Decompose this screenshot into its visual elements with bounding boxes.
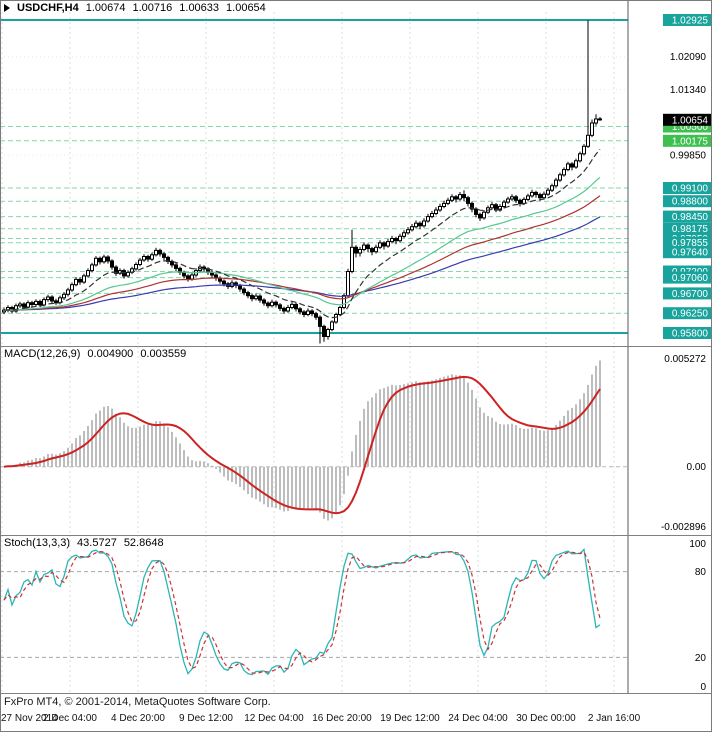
copyright-text: FxPro MT4, © 2001-2014, MetaQuotes Softw… (4, 696, 271, 708)
macd-canvas[interactable]: 0.005272 0.00 -0.002896 (0, 346, 712, 535)
time-axis-label: 19 Dec 12:00 (380, 713, 440, 724)
level-price-label (663, 222, 711, 235)
svg-text:0.96250: 0.96250 (672, 309, 709, 320)
level-price-label (663, 246, 711, 259)
level-price-label (663, 287, 711, 300)
time-axis-label: 16 Dec 20:00 (312, 713, 372, 724)
ma-55 (3, 195, 601, 311)
level-price-label (663, 14, 711, 26)
stoch-signal-line (3, 550, 601, 674)
level-price-label (663, 195, 711, 208)
time-axis-label: 12 Dec 04:00 (244, 713, 304, 724)
macd-panel: 0.005272 0.00 -0.002896 MACD(12,26,9) 0.00… (0, 346, 712, 535)
svg-text:80: 80 (695, 567, 707, 578)
level-price-label (663, 182, 711, 194)
ma-89 (4, 216, 601, 311)
svg-text:0.99850: 0.99850 (670, 151, 707, 162)
price-axis-labels: 1.02090 1.01340 0.99850 1.02925 1.00500 1.001… (663, 14, 711, 339)
macd-signal-line (3, 375, 601, 515)
svg-text:0.98450: 0.98450 (672, 212, 709, 223)
time-axis-label: 24 Dec 04:00 (448, 713, 508, 724)
svg-text:100: 100 (689, 539, 706, 550)
level-price-label (663, 210, 711, 223)
svg-text:1.00500: 1.00500 (672, 122, 709, 133)
svg-text:0.00: 0.00 (687, 462, 707, 473)
svg-text:0.97640: 0.97640 (672, 248, 709, 259)
svg-text:0.98175: 0.98175 (672, 224, 709, 235)
svg-text:0.96700: 0.96700 (672, 289, 709, 300)
time-axis-label: 2 Jan 16:00 (587, 713, 641, 724)
svg-text:1.00175: 1.00175 (672, 136, 709, 147)
stoch-main-line (3, 548, 601, 676)
price-chart-canvas[interactable]: 1.02090 1.01340 0.99850 1.02925 1.00500 1.001… (0, 0, 712, 346)
svg-text:0.99100: 0.99100 (672, 184, 709, 195)
time-axis-label: 30 Dec 00:00 (516, 713, 576, 724)
svg-text:0.97855: 0.97855 (672, 238, 709, 249)
time-axis-label: 4 Dec 20:00 (111, 713, 165, 724)
time-axis-label: 27 Nov 2014 (1, 713, 58, 724)
stochastic-canvas[interactable]: 100 80 20 0 (0, 535, 712, 694)
ma-34 (3, 176, 601, 311)
svg-text:1.02925: 1.02925 (672, 15, 709, 26)
grid-lines (0, 12, 628, 346)
svg-text:0.97060: 0.97060 (672, 273, 709, 284)
svg-text:0.95800: 0.95800 (672, 328, 709, 339)
svg-text:1.01340: 1.01340 (670, 85, 707, 96)
macd-histogram (7, 360, 601, 521)
footer: FxPro MT4, © 2001-2014, MetaQuotes Softw… (0, 694, 712, 732)
time-axis-label: 9 Dec 12:00 (179, 713, 233, 724)
level-price-label (663, 307, 711, 320)
stochastic-panel: 100 80 20 0 Stoch(13,3,3) 43.5727 52.8648 (0, 535, 712, 694)
level-price-label (663, 327, 711, 339)
level-price-label (663, 134, 711, 147)
svg-text:1.00654: 1.00654 (672, 115, 709, 126)
svg-text:1.02090: 1.02090 (670, 52, 707, 63)
svg-text:0.005272: 0.005272 (664, 354, 706, 365)
price-chart-panel: 1.02090 1.01340 0.99850 1.02925 1.00500 1.001… (0, 0, 712, 346)
level-price-label (663, 271, 711, 284)
svg-text:0.98800: 0.98800 (672, 197, 709, 208)
time-axis[interactable]: 27 Nov 2014 2 Dec 04:00 4 Dec 20:00 9 Dec 1… (0, 713, 712, 729)
svg-text:0: 0 (700, 682, 706, 693)
support-resistance-lines (0, 19, 628, 334)
moving-averages (3, 148, 601, 319)
time-axis-label: 2 Dec 04:00 (43, 713, 97, 724)
ma-13 (3, 148, 601, 319)
svg-text:-0.002896: -0.002896 (661, 522, 706, 533)
level-price-label (663, 236, 711, 249)
current-price-label (663, 113, 711, 126)
svg-text:20: 20 (695, 653, 707, 664)
